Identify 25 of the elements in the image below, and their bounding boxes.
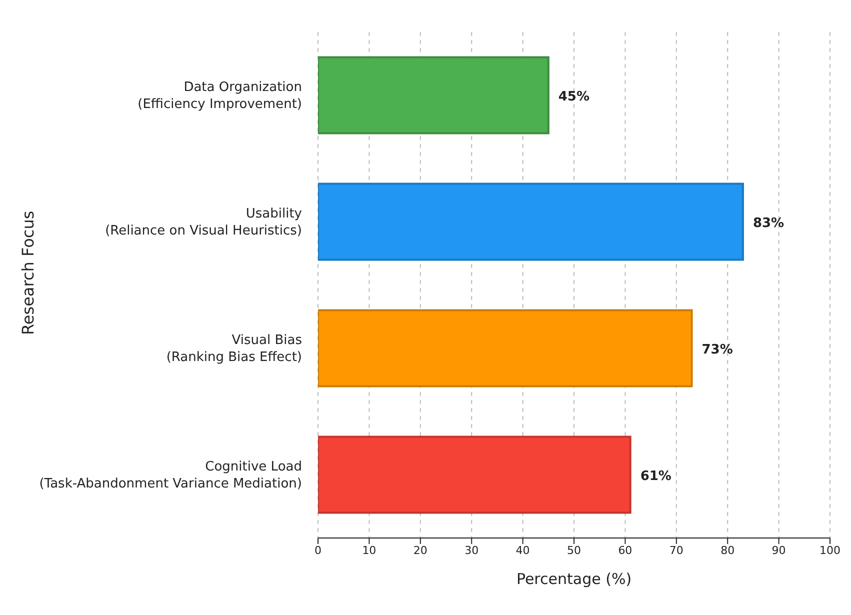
x-tick-label: 90	[772, 544, 786, 557]
data-label: 45%	[558, 89, 590, 104]
bar	[318, 436, 632, 514]
x-axis-title: Percentage (%)	[516, 570, 632, 588]
x-tick-label: 30	[464, 544, 479, 557]
bar	[318, 182, 744, 261]
y-tick-label: Data Organization (Efficiency Improvement)	[138, 80, 302, 112]
bar	[318, 309, 693, 388]
x-tick-label: 80	[720, 544, 735, 557]
x-tick-label: 70	[669, 544, 684, 557]
x-tick-label: 60	[618, 544, 632, 557]
data-label: 61%	[640, 468, 672, 484]
data-label: 73%	[702, 342, 733, 358]
x-tick-label: 50	[567, 544, 581, 557]
x-tick-label: 100	[820, 544, 840, 557]
bar	[318, 56, 550, 134]
x-tick-label: 10	[362, 544, 376, 557]
data-label: 83%	[752, 216, 784, 231]
y-tick-label: Visual Bias (Ranking Bias Effect)	[166, 332, 302, 365]
y-axis-title: Research Focus	[18, 210, 38, 335]
x-tick-label: 0	[314, 544, 322, 557]
x-tick-label: 40	[516, 544, 530, 557]
y-tick-label: Cognitive Load (Task-Abandonment Variance Mediation)	[39, 459, 302, 492]
x-tick-label: 20	[413, 544, 428, 557]
y-tick-label: Usability (Reliance on Visual Heuristics)	[105, 206, 302, 238]
